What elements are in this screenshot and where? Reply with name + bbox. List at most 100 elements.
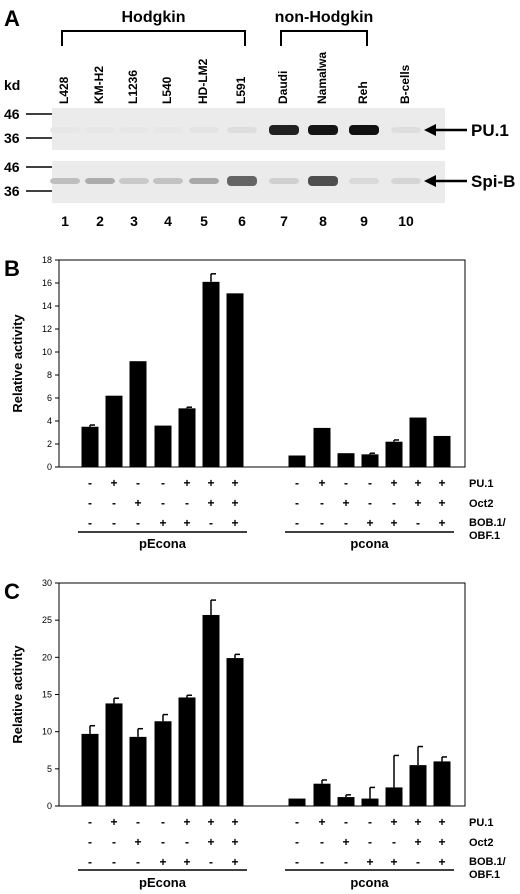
condition-sign: + xyxy=(134,835,141,849)
condition-sign: - xyxy=(368,496,372,510)
band xyxy=(85,178,115,184)
marker-label: 36 xyxy=(4,130,20,146)
condition-sign: - xyxy=(161,476,165,490)
condition-sign: + xyxy=(183,855,190,869)
band xyxy=(50,178,80,184)
condition-sign: + xyxy=(318,476,325,490)
group-label: pEcona xyxy=(139,875,187,890)
condition-sign: + xyxy=(438,516,445,530)
condition-sign: + xyxy=(390,815,397,829)
condition-sign: + xyxy=(414,496,421,510)
lane-label: L428 xyxy=(57,76,71,104)
lane-number: 8 xyxy=(319,213,327,229)
condition-sign: - xyxy=(344,516,348,530)
condition-sign: + xyxy=(438,496,445,510)
bar xyxy=(337,797,355,806)
condition-sign: - xyxy=(161,835,165,849)
condition-sign: - xyxy=(320,516,324,530)
marker-label: 36 xyxy=(4,183,20,199)
condition-sign: - xyxy=(136,855,140,869)
bar xyxy=(361,454,379,467)
blot-pu1: 46 36 PU.1 xyxy=(4,106,509,150)
condition-sign: + xyxy=(318,815,325,829)
lane-number: 10 xyxy=(398,213,414,229)
condition-sign: - xyxy=(368,476,372,490)
y-axis-label: Relative activity xyxy=(10,314,25,413)
band xyxy=(119,178,149,184)
condition-sign: + xyxy=(207,476,214,490)
y-tick-label: 16 xyxy=(42,278,52,288)
chart-panel-b: B 0 2 4 6 8 10 12 14 16 18 Relative activity pEcona -… xyxy=(4,255,506,551)
chart-panel-c: C 0 5 10 15 20 25 30 Relative activity pEcona - + - -… xyxy=(4,578,506,890)
y-tick-label: 12 xyxy=(42,324,52,334)
lane-number: 9 xyxy=(360,213,368,229)
marker-label: 46 xyxy=(4,106,20,122)
condition-sign: - xyxy=(185,496,189,510)
band xyxy=(349,125,379,135)
condition-sign: - xyxy=(88,815,92,829)
group-label: pcona xyxy=(350,536,389,551)
condition-row-label: Oct2 xyxy=(469,498,493,510)
kd-label: kd xyxy=(4,77,20,93)
condition-sign: + xyxy=(231,835,238,849)
marker-label: 46 xyxy=(4,159,20,175)
y-tick-label: 30 xyxy=(42,578,52,588)
condition-sign: - xyxy=(209,516,213,530)
y-tick-label: 15 xyxy=(42,690,52,700)
condition-sign: - xyxy=(392,496,396,510)
condition-sign: + xyxy=(231,516,238,530)
blot-spib: 46 36 Spi-B xyxy=(4,159,515,203)
group-label: pcona xyxy=(350,875,389,890)
condition-sign: - xyxy=(344,815,348,829)
bar xyxy=(226,658,244,806)
condition-sign: - xyxy=(88,496,92,510)
band xyxy=(391,127,421,133)
group-label: Hodgkin xyxy=(122,9,186,26)
condition-sign: + xyxy=(110,476,117,490)
lane-label: L591 xyxy=(234,76,248,104)
condition-sign: - xyxy=(88,516,92,530)
bar xyxy=(202,281,220,467)
condition-row-label: PU.1 xyxy=(469,478,493,490)
band xyxy=(189,178,219,184)
bar xyxy=(81,733,99,806)
group-bracket-0: Hodgkin xyxy=(61,9,246,46)
plot-frame xyxy=(58,259,466,468)
protein-label: PU.1 xyxy=(471,121,509,140)
condition-sign: + xyxy=(159,855,166,869)
panel-a-letter: A xyxy=(4,6,20,31)
y-axis-label: Relative activity xyxy=(10,645,25,744)
condition-sign: - xyxy=(88,835,92,849)
band xyxy=(391,178,421,184)
band xyxy=(189,127,219,133)
bar xyxy=(178,408,196,467)
bar xyxy=(226,293,244,467)
condition-sign: - xyxy=(185,835,189,849)
y-tick-label: 20 xyxy=(42,652,52,662)
bar xyxy=(409,765,427,806)
condition-sign: + xyxy=(207,835,214,849)
condition-sign: - xyxy=(88,855,92,869)
bar xyxy=(178,697,196,806)
bar xyxy=(433,761,451,806)
condition-sign: + xyxy=(183,476,190,490)
bar xyxy=(105,703,123,806)
condition-sign: + xyxy=(110,815,117,829)
lane-number: 2 xyxy=(96,213,104,229)
lane-label: B-cells xyxy=(398,64,412,104)
condition-sign: + xyxy=(438,815,445,829)
condition-sign: - xyxy=(209,855,213,869)
condition-sign: + xyxy=(438,855,445,869)
condition-sign: - xyxy=(320,855,324,869)
condition-sign: - xyxy=(344,855,348,869)
lane-label: L1236 xyxy=(126,70,140,104)
bar xyxy=(81,426,99,467)
condition-sign: + xyxy=(414,835,421,849)
bar xyxy=(409,417,427,467)
condition-sign: - xyxy=(392,835,396,849)
condition-sign: - xyxy=(136,476,140,490)
bar xyxy=(313,783,331,806)
group-bracket-1: non-Hodgkin xyxy=(275,9,373,46)
lane-label: KM-H2 xyxy=(92,66,106,104)
